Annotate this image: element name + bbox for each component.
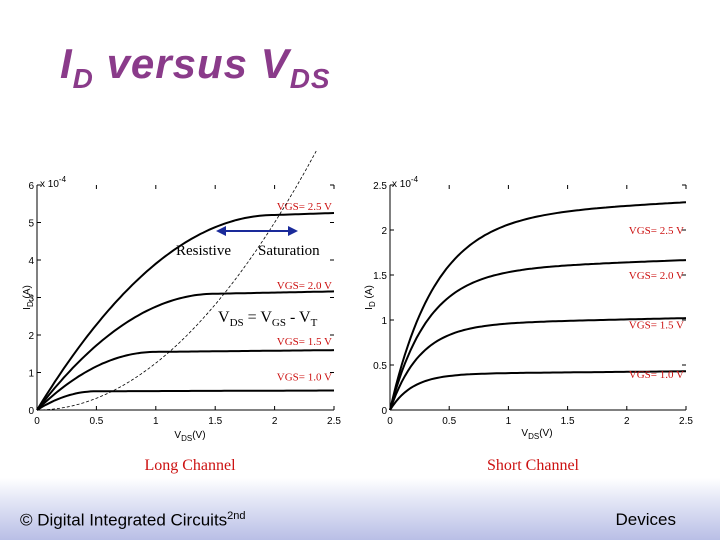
y-multiplier: x 10-4 xyxy=(40,175,67,190)
series-label-3: VGS= 1.0 V xyxy=(629,369,684,381)
x-tick-label: 1.5 xyxy=(561,416,575,427)
x-axis-label: VDS(V) xyxy=(521,428,552,441)
y-tick-label: 6 xyxy=(28,181,34,192)
series-curve-2 xyxy=(36,349,335,411)
y-tick-label: 2 xyxy=(381,226,387,237)
y-tick-label: 5 xyxy=(28,219,34,230)
y-tick-label: 3 xyxy=(28,294,34,305)
resistive-label: Resistive xyxy=(176,243,231,259)
title-mid: versus V xyxy=(93,40,290,87)
x-tick-label: 2.5 xyxy=(679,416,693,427)
y-tick-label: 0 xyxy=(28,406,34,417)
saturation-label: Saturation xyxy=(258,243,320,259)
region-arrow-head-right xyxy=(288,226,298,236)
x-tick-label: 2.5 xyxy=(327,416,341,427)
x-tick-label: 2 xyxy=(272,416,278,427)
series-label-1: VGS= 2.0 V xyxy=(629,270,684,282)
saturation-equation: VDS = VGS - VT xyxy=(218,309,318,329)
series-curve-0 xyxy=(36,212,335,411)
series-label-3: VGS= 1.0 V xyxy=(277,372,332,384)
y-multiplier: x 10-4 xyxy=(392,175,419,190)
y-tick-label: 0 xyxy=(381,406,387,417)
x-tick-label: 1 xyxy=(506,416,512,427)
series-label-0: VGS= 2.5 V xyxy=(277,201,332,213)
title-sub-d: D xyxy=(72,63,94,94)
y-tick-label: 1 xyxy=(28,369,34,380)
series-curve-1 xyxy=(389,259,687,411)
title-main: I xyxy=(60,40,73,87)
x-tick-label: 1.5 xyxy=(208,416,222,427)
footer-edition: 2nd xyxy=(227,510,246,522)
series-label-0: VGS= 2.5 V xyxy=(629,225,684,237)
y-tick-label: 1.5 xyxy=(373,271,387,282)
chart-caption: Long Channel xyxy=(144,457,236,474)
series-label-2: VGS= 1.5 V xyxy=(277,336,332,348)
x-tick-label: 0 xyxy=(34,416,40,427)
series-curve-3 xyxy=(36,389,334,411)
series-curve-1 xyxy=(36,290,335,411)
x-axis-label: VDS(V) xyxy=(174,430,205,443)
title-sub-ds: DS xyxy=(289,63,331,94)
y-tick-label: 2 xyxy=(28,331,34,342)
long-channel-chart: 0 0.5 1 1.5 2 2.5 0 1 2 3 4 5 6 x 10-4 ID (A) VDS(V) Lon… xyxy=(22,150,341,474)
slide-title: ID versus VDS xyxy=(60,40,331,95)
x-tick-label: 0.5 xyxy=(442,416,456,427)
x-tick-label: 2 xyxy=(624,416,630,427)
y-axis-label: ID (A) xyxy=(364,285,377,310)
x-tick-label: 1 xyxy=(153,416,159,427)
series-curve-0 xyxy=(389,201,687,411)
x-tick-label: 0 xyxy=(387,416,393,427)
x-tick-label: 0.5 xyxy=(89,416,103,427)
y-tick-label: 4 xyxy=(28,256,34,267)
region-arrow-head-left xyxy=(216,226,226,236)
y-tick-label: 1 xyxy=(381,316,387,327)
footer-copyright-text: © Digital Integrated Circuits xyxy=(20,510,228,530)
series-label-1: VGS= 2.0 V xyxy=(277,280,332,292)
saturation-boundary-curve xyxy=(37,150,317,411)
y-tick-label: 0.5 xyxy=(373,361,387,372)
footer-section-label: Devices xyxy=(615,510,676,529)
y-tick-label: 2.5 xyxy=(373,181,387,192)
footer-copyright: © Digital Integrated Circuits2nd xyxy=(20,510,246,531)
footer-bar: © Digital Integrated Circuits2nd Devices xyxy=(0,478,720,540)
series-curve-2 xyxy=(389,317,687,411)
y-axis-label: ID (A) xyxy=(22,285,35,310)
chart-caption: Short Channel xyxy=(487,457,580,474)
series-label-2: VGS= 1.5 V xyxy=(629,320,684,332)
series-curve-3 xyxy=(389,370,686,411)
short-channel-chart: 0 0.5 1 1.5 2 2.5 0 0.5 1 1.5 2 2.5 x 10-4 ID (A) VDS(… xyxy=(364,175,693,474)
